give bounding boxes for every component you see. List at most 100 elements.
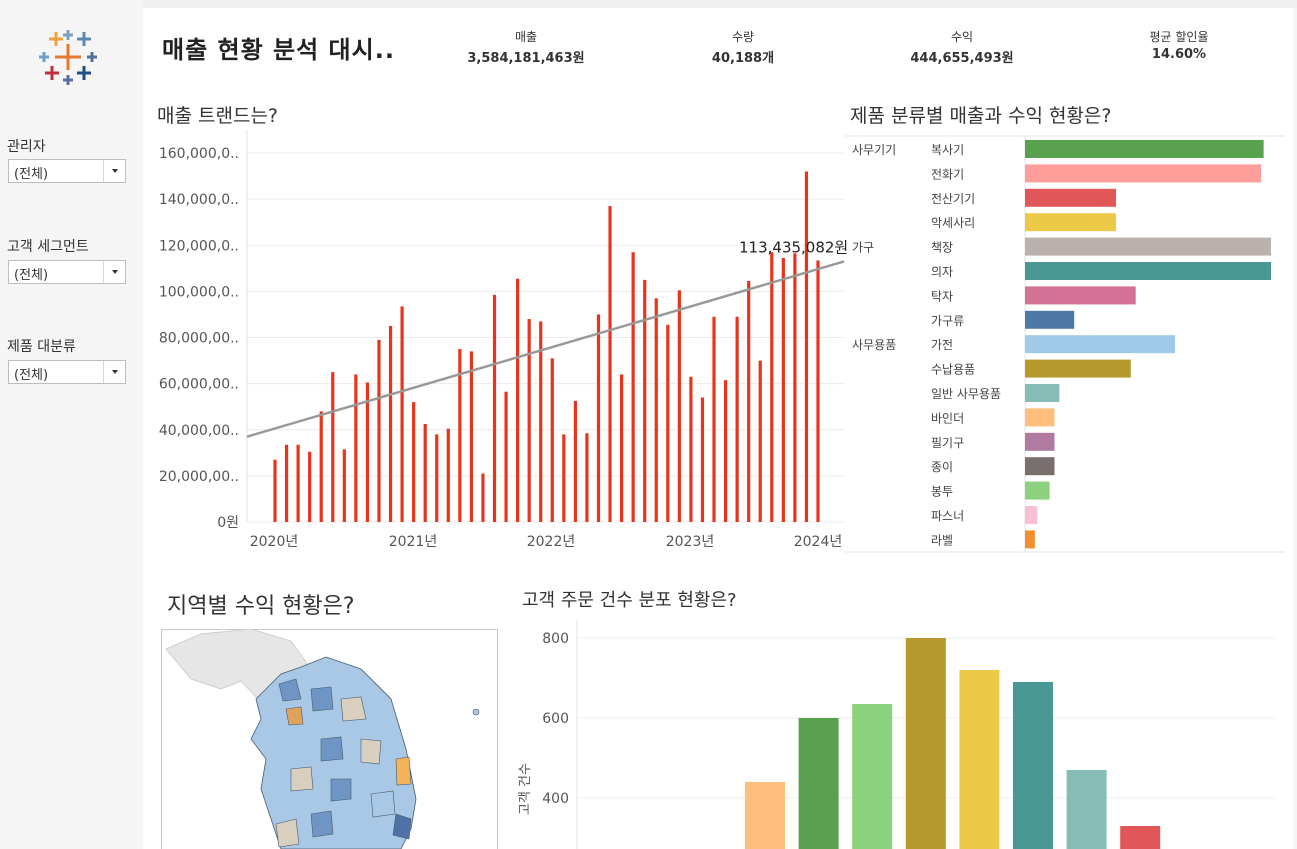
orders-bar[interactable]	[1120, 826, 1161, 849]
trend-bar[interactable]	[654, 298, 658, 522]
trend-bar[interactable]	[377, 339, 381, 522]
trend-bar[interactable]	[562, 434, 566, 522]
trend-bar[interactable]	[666, 324, 670, 522]
trend-bar[interactable]	[585, 433, 589, 522]
chevron-down-icon[interactable]	[103, 361, 125, 383]
trend-bar[interactable]	[712, 316, 716, 522]
trend-bar[interactable]	[504, 391, 508, 522]
trend-y-tick: 0원	[217, 515, 239, 531]
trend-bar[interactable]	[596, 314, 601, 522]
filter-dropdown-manager[interactable]: (전체)	[8, 159, 126, 183]
trend-bar[interactable]	[423, 424, 427, 522]
trend-bar[interactable]	[365, 382, 370, 522]
orders-y-tick: 600	[542, 711, 569, 727]
trend-bar[interactable]	[412, 402, 416, 522]
trend-bar[interactable]	[550, 358, 554, 522]
orders-bar[interactable]	[1066, 770, 1107, 849]
trend-bar[interactable]	[816, 260, 820, 522]
filter-dropdown-segment[interactable]: (전체)	[8, 260, 126, 284]
category-bar[interactable]	[1025, 188, 1117, 207]
trend-bar[interactable]	[446, 428, 450, 522]
category-bar[interactable]	[1025, 457, 1055, 476]
trend-bar[interactable]	[458, 349, 462, 522]
trend-bar[interactable]	[735, 316, 739, 522]
category-bar[interactable]	[1025, 530, 1035, 549]
trend-bar[interactable]	[331, 372, 335, 522]
category-bar[interactable]	[1025, 384, 1060, 402]
orders-bar[interactable]	[1013, 682, 1053, 849]
chevron-down-icon[interactable]	[103, 160, 125, 182]
category-label: 악세사리	[931, 216, 975, 230]
trend-bar[interactable]	[284, 444, 289, 522]
trend-bar[interactable]	[700, 397, 705, 522]
orders-bar[interactable]	[852, 704, 893, 849]
category-label: 파스너	[931, 509, 964, 523]
trend-bar[interactable]	[631, 252, 635, 522]
kpi-value: 444,655,493원	[910, 51, 1014, 66]
trend-x-tick: 2022년	[527, 534, 576, 550]
orders-bar[interactable]	[959, 670, 1000, 849]
trend-bar[interactable]	[677, 290, 681, 522]
orders-bar[interactable]	[905, 638, 946, 849]
trend-bar[interactable]	[539, 321, 543, 522]
category-bar[interactable]	[1025, 164, 1262, 183]
trend-bar[interactable]	[435, 434, 439, 522]
kpi-quantity: 수량 40,188개	[663, 28, 823, 66]
trend-bar[interactable]	[781, 257, 785, 522]
category-bar[interactable]	[1025, 481, 1050, 500]
trend-y-tick: 80,000,00..	[159, 331, 239, 347]
trend-bar[interactable]	[619, 374, 624, 522]
trend-chart-title: 매출 트랜드는?	[157, 105, 279, 127]
category-bar[interactable]	[1025, 506, 1038, 524]
trend-bar[interactable]	[758, 360, 762, 522]
trend-bar[interactable]	[308, 451, 312, 522]
kpi-value: 14.60%	[1151, 47, 1207, 62]
trend-bar[interactable]	[573, 400, 577, 522]
trend-bar[interactable]	[354, 374, 358, 522]
filter-sidebar: 관리자 (전체) 고객 세그먼트 (전체) 제품 대분류 (전체)	[0, 0, 143, 849]
trend-bar[interactable]	[516, 278, 520, 522]
trend-bar[interactable]	[481, 473, 485, 522]
trend-y-tick: 20,000,00..	[159, 469, 239, 485]
category-label: 수납용품	[931, 363, 975, 377]
category-bar[interactable]	[1025, 213, 1117, 232]
category-bar[interactable]	[1025, 140, 1264, 158]
category-bar[interactable]	[1025, 408, 1055, 427]
kpi-value: 3,584,181,463원	[467, 51, 585, 66]
trend-bar[interactable]	[723, 380, 728, 522]
category-bar[interactable]	[1025, 286, 1136, 305]
category-label: 가전	[931, 338, 953, 352]
filter-dropdown-category[interactable]: (전체)	[8, 360, 126, 384]
trend-bar[interactable]	[319, 411, 323, 522]
trend-bar[interactable]	[747, 281, 751, 522]
trend-x-tick: 2023년	[666, 534, 715, 550]
category-bar[interactable]	[1025, 310, 1075, 329]
trend-bar[interactable]	[804, 171, 809, 522]
category-label: 전화기	[931, 167, 964, 181]
orders-bar[interactable]	[745, 782, 785, 849]
category-bar[interactable]	[1025, 335, 1176, 354]
trend-x-tick: 2020년	[250, 534, 299, 550]
trend-bar[interactable]	[608, 206, 612, 522]
trend-bar[interactable]	[770, 252, 774, 522]
category-bar[interactable]	[1025, 359, 1131, 378]
category-bar[interactable]	[1025, 432, 1055, 451]
category-group-label: 사무용품	[852, 338, 896, 352]
trend-bar[interactable]	[492, 294, 497, 522]
chevron-down-icon[interactable]	[103, 261, 125, 283]
trend-bar[interactable]	[400, 306, 404, 522]
trend-bar[interactable]	[689, 376, 693, 522]
category-bar[interactable]	[1025, 237, 1271, 256]
orders-distribution-chart: 800 600 400 고객 건수	[518, 620, 1275, 849]
trend-bar[interactable]	[469, 351, 474, 522]
trend-bar[interactable]	[793, 253, 797, 522]
trend-bar[interactable]	[296, 444, 300, 522]
trend-bar[interactable]	[342, 449, 346, 522]
trend-bar[interactable]	[643, 279, 647, 522]
trend-bar[interactable]	[388, 326, 393, 522]
trend-bar[interactable]	[273, 459, 277, 522]
region-map[interactable]	[161, 629, 498, 849]
category-bar[interactable]	[1025, 262, 1271, 280]
orders-bar[interactable]	[798, 718, 839, 849]
trend-bar[interactable]	[527, 319, 531, 522]
